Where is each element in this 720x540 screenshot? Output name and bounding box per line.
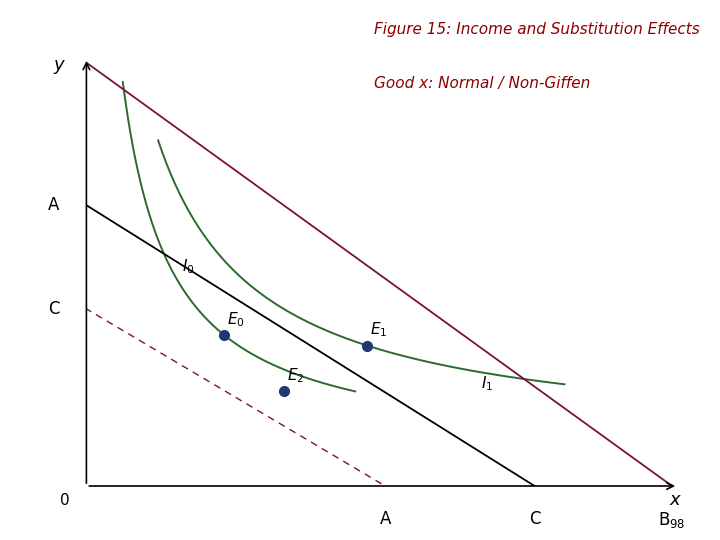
Text: $I_0$: $I_0$ — [182, 258, 194, 276]
Text: 0: 0 — [60, 494, 69, 509]
Text: $E_0$: $E_0$ — [227, 310, 245, 329]
Text: C: C — [529, 510, 540, 528]
Text: $E_2$: $E_2$ — [287, 366, 304, 385]
Text: A: A — [379, 510, 391, 528]
Text: x: x — [670, 491, 680, 509]
Text: A: A — [48, 196, 60, 214]
Text: $E_1$: $E_1$ — [370, 321, 387, 340]
Text: $I_1$: $I_1$ — [481, 375, 493, 393]
Text: C: C — [48, 300, 60, 318]
Text: B$_{98}$: B$_{98}$ — [658, 510, 685, 530]
Text: Figure 15: Income and Substitution Effects: Figure 15: Income and Substitution Effec… — [374, 22, 700, 37]
Text: Good x: Normal / Non-Giffen: Good x: Normal / Non-Giffen — [374, 76, 590, 91]
Text: y: y — [53, 56, 64, 74]
